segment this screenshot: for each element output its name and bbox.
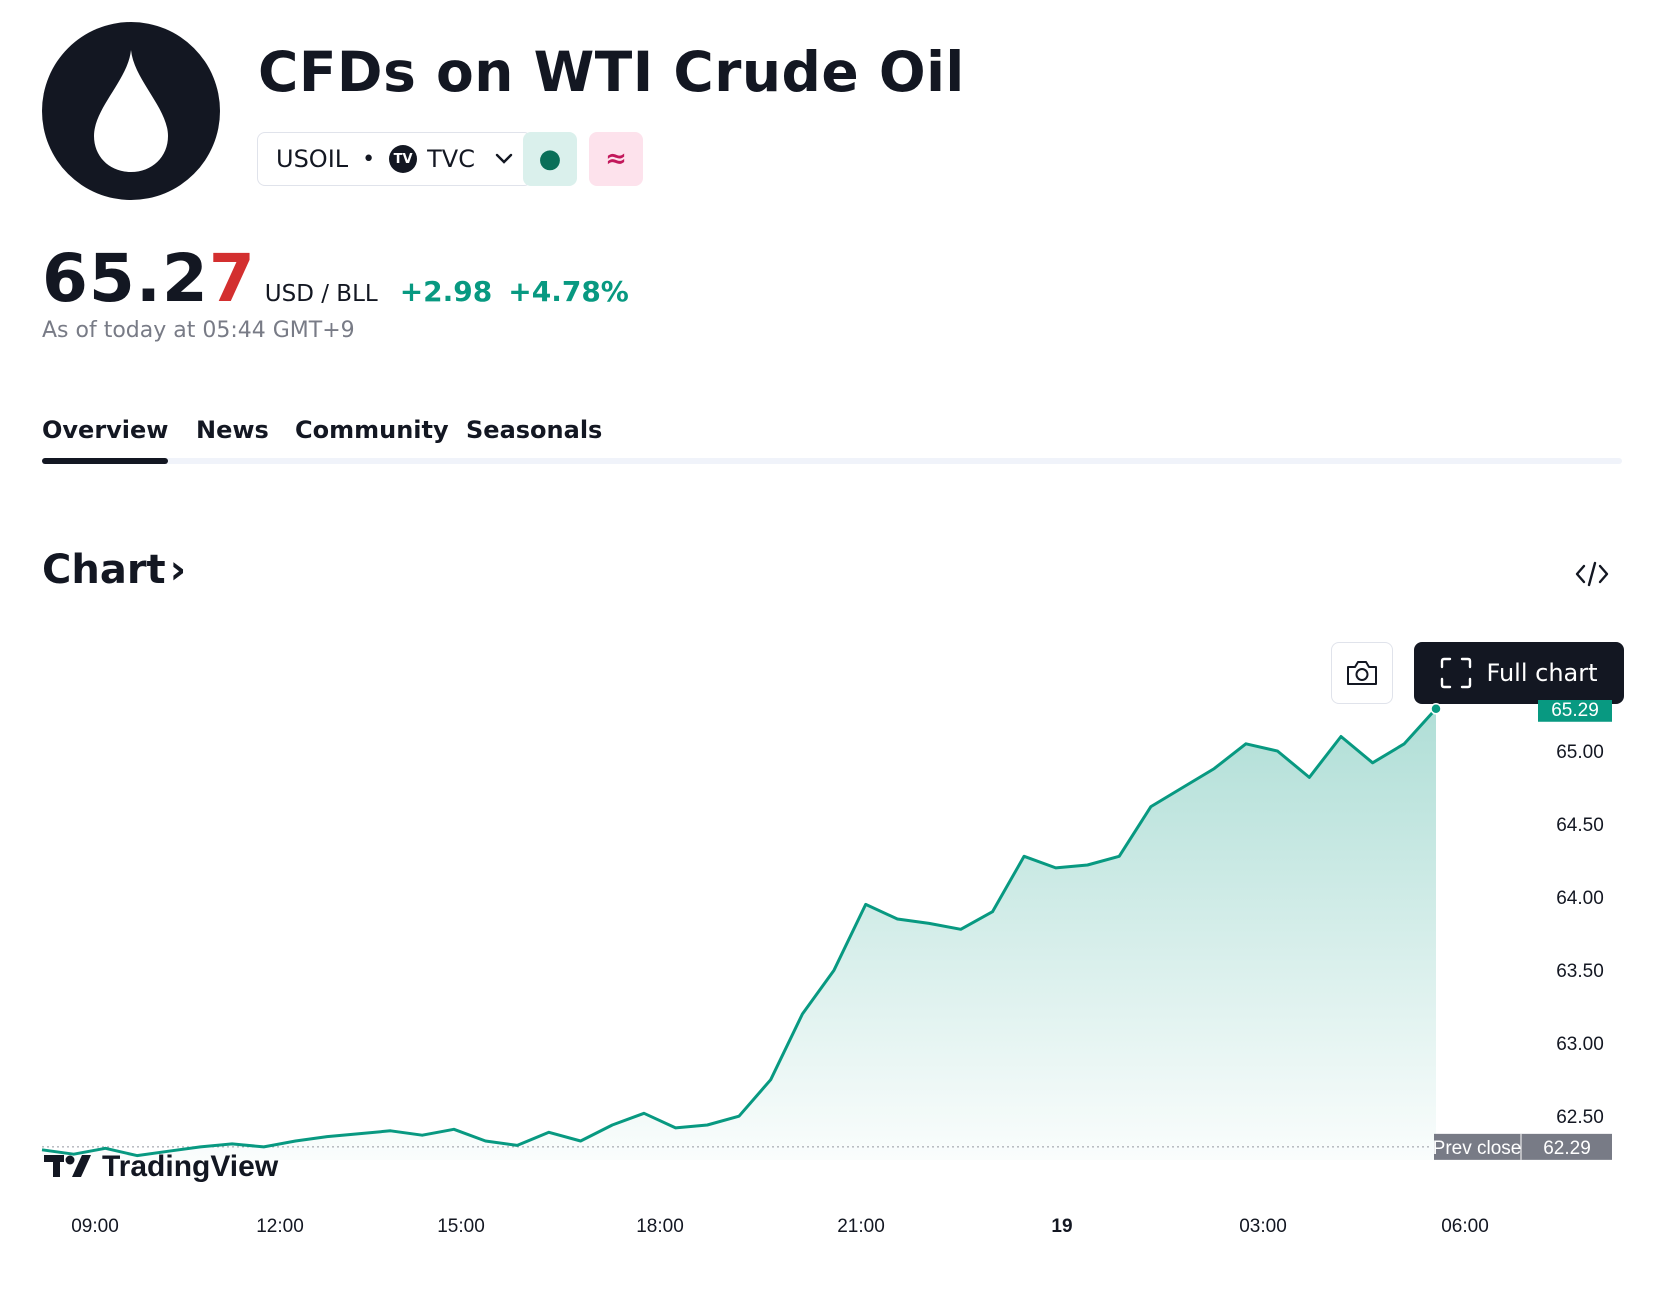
x-tick-label: 21:00 [837, 1216, 885, 1237]
delayed-data-status-button[interactable]: ≈ [589, 132, 643, 186]
price-unit: USD / BLL [264, 281, 378, 307]
full-chart-button[interactable]: Full chart [1414, 642, 1624, 704]
prev-close-value: 62.29 [1543, 1138, 1591, 1159]
tab-community[interactable]: Community [295, 416, 449, 444]
x-tick-label: 03:00 [1239, 1216, 1287, 1237]
prev-close-label: Prev close [1433, 1138, 1522, 1159]
y-tick-label: 65.00 [1556, 742, 1604, 763]
price-change-percent: +4.78% [508, 275, 629, 308]
symbol-separator: • [362, 146, 376, 172]
chevron-down-icon [495, 153, 513, 164]
tabs-track [42, 458, 1622, 464]
price-chart[interactable]: 62.50 63.00 63.50 64.00 64.50 65.00 09:00 12:0… [0, 700, 1662, 1260]
symbol-exchange: TVC [427, 145, 475, 173]
section-tabs: Overview News Community Seasonals [42, 416, 1622, 468]
symbol-selector[interactable]: USOIL • TV TVC [257, 132, 532, 186]
last-price-point [1430, 703, 1442, 715]
y-tick-label: 64.50 [1556, 815, 1604, 836]
tradingview-logo-icon [44, 1155, 91, 1177]
prev-close-tag [1434, 1133, 1612, 1160]
last-price-label: 65.29 [1551, 700, 1599, 721]
camera-icon [1347, 661, 1377, 685]
market-open-status-button[interactable]: ● [523, 132, 577, 186]
tradingview-wordmark: TradingView [102, 1150, 279, 1183]
price-timestamp: As of today at 05:44 GMT+9 [42, 318, 355, 343]
x-tick-label: 12:00 [256, 1216, 304, 1237]
code-icon [1575, 561, 1609, 587]
embed-code-button[interactable] [1572, 556, 1612, 592]
price-value: 65.2 [42, 240, 209, 317]
x-tick-label: 15:00 [437, 1216, 485, 1237]
page-title: CFDs on WTI Crude Oil [258, 40, 965, 104]
price-change: +2.98 [399, 275, 493, 308]
x-tick-label: 19 [1051, 1216, 1072, 1237]
market-open-icon: ● [538, 144, 562, 174]
full-chart-label: Full chart [1486, 659, 1598, 687]
x-tick-label: 06:00 [1441, 1216, 1489, 1237]
y-tick-label: 62.50 [1556, 1107, 1604, 1128]
chevron-right-icon: › [169, 547, 187, 593]
tab-seasonals[interactable]: Seasonals [466, 416, 603, 444]
oil-drop-logo [42, 22, 220, 200]
symbol-ticker: USOIL [276, 145, 349, 173]
price-row: 65.2 7 USD / BLL +2.98 +4.78% [42, 240, 629, 317]
last-price-tag [1538, 700, 1612, 722]
price-last-digit: 7 [208, 240, 255, 317]
y-tick-label: 63.00 [1556, 1034, 1604, 1055]
chart-section-title: Chart [42, 547, 166, 593]
x-tick-label: 18:00 [636, 1216, 684, 1237]
tradingview-badge-icon: TV [389, 145, 418, 173]
y-tick-label: 63.50 [1556, 961, 1604, 982]
chart-section-link[interactable]: Chart › [42, 547, 186, 593]
x-tick-label: 09:00 [71, 1216, 119, 1237]
y-tick-label: 64.00 [1556, 888, 1604, 909]
tab-overview[interactable]: Overview [42, 416, 169, 464]
snapshot-button[interactable] [1331, 642, 1393, 704]
tradingview-watermark: TradingView [44, 1150, 279, 1183]
fullscreen-icon [1441, 657, 1472, 689]
tab-news[interactable]: News [196, 416, 269, 444]
oil-drop-icon [94, 50, 168, 172]
price-area-fill [42, 708, 1436, 1160]
price-line [41, 707, 1438, 1158]
delayed-data-icon: ≈ [605, 144, 627, 174]
